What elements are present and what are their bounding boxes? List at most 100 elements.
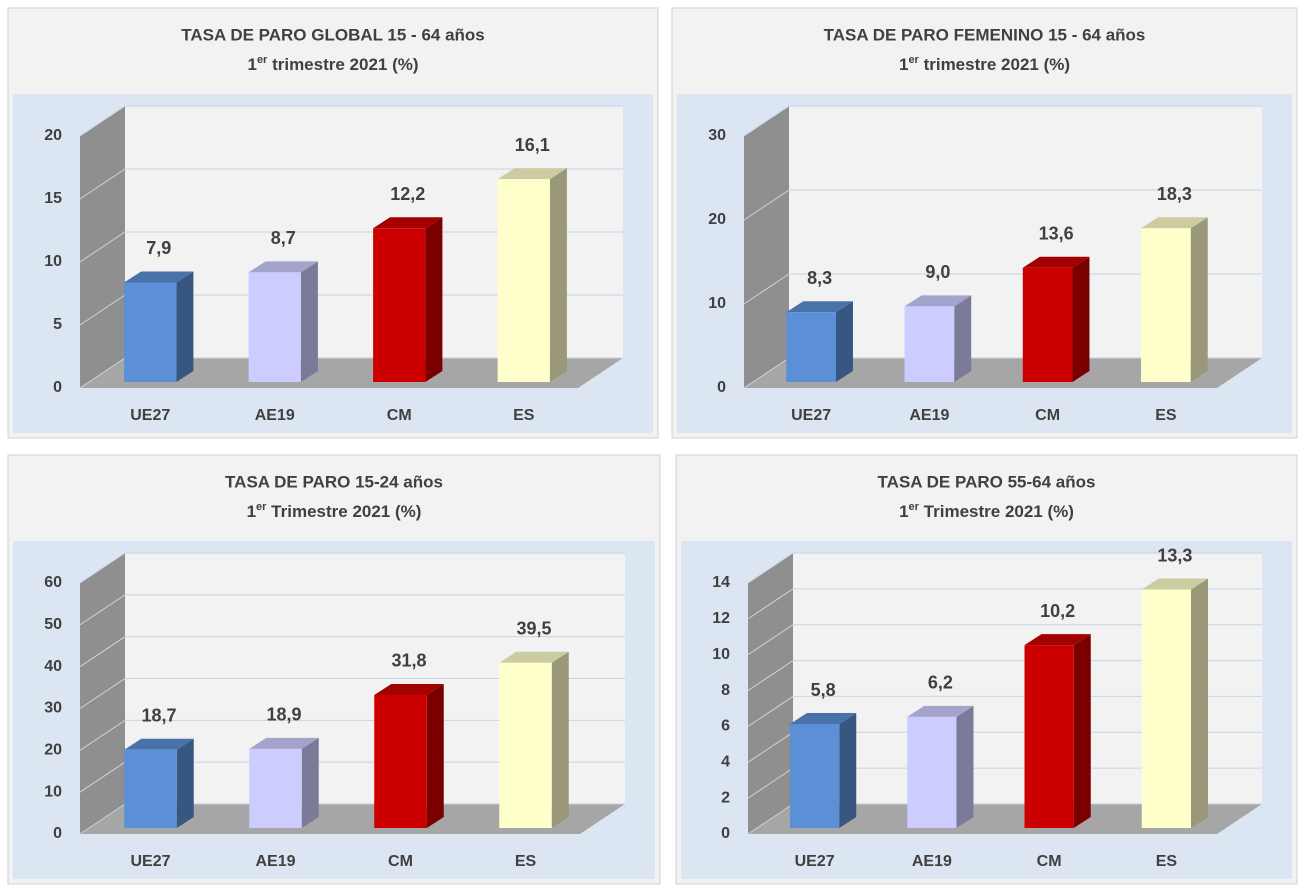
bar-top [124,271,194,283]
bar [790,724,840,828]
y-tick-label: 12 [712,610,730,627]
bar-top [374,683,444,695]
grid-line [743,273,1262,305]
bar-top [904,295,972,307]
grid-line [743,105,1262,137]
y-tick-label: 10 [708,295,726,312]
x-tick-label: AE19 [255,407,295,424]
value-label: 8,3 [807,268,832,288]
bar-side [839,713,857,828]
y-tick-label: 30 [708,127,726,144]
value-label: 18,3 [1157,184,1192,204]
bar-side [426,683,444,828]
value-label: 7,9 [146,238,171,258]
bar-side [1190,217,1208,382]
chart-title: TASA DE PARO 55-64 años [878,472,1096,491]
grid-line [79,719,625,751]
bar [907,716,957,828]
chart-subtitle: 1er Trimestre 2021 (%) [247,501,422,522]
grid-line [79,552,625,584]
y-tick-label: 5 [53,316,62,333]
chart-title: TASA DE PARO FEMENINO 15 - 64 años [824,25,1146,44]
x-tick-label: CM [387,407,412,424]
y-tick-label: 15 [44,190,62,207]
chart-panel: TASA DE PARO FEMENINO 15 - 64 años 1er tr… [671,7,1298,439]
y-tick-label: 20 [44,742,62,759]
bar [786,312,836,382]
bar-side [301,737,319,828]
y-tick-label: 10 [712,646,730,663]
y-tick-label: 4 [721,754,730,771]
chart-panel: TASA DE PARO 55-64 años 1er Trimestre 202… [675,454,1298,885]
x-tick-label: CM [1035,407,1060,424]
y-tick-label: 60 [44,574,62,591]
bar-top [1141,578,1208,590]
bar-top [124,738,194,750]
bar-side [1190,578,1208,828]
value-label: 31,8 [391,651,426,671]
subtitle-part: Trimestre 2021 (%) [266,502,421,521]
y-tick-label: 6 [721,718,730,735]
x-tick-label: ES [1156,853,1178,870]
bar-side [300,261,318,382]
y-tick-label: 10 [44,253,62,270]
bar-side [956,705,974,828]
x-tick-label: CM [1037,853,1062,870]
y-tick-label: 0 [53,825,62,842]
chart-title: TASA DE PARO GLOBAL 15 - 64 años [181,25,485,44]
bar [497,179,550,382]
chart-subtitle: 1er trimestre 2021 (%) [247,54,418,75]
value-label: 18,7 [141,706,176,726]
bar [248,272,301,382]
subtitle-part: er [909,501,920,513]
bar [904,306,955,382]
bar-top [499,651,569,663]
value-label: 8,7 [271,228,296,248]
bar-top [497,168,567,180]
subtitle-part: trimestre 2021 (%) [267,55,418,74]
value-label: 6,2 [928,673,953,693]
subtitle-part: 1 [899,502,908,521]
chart-subtitle: 1er trimestre 2021 (%) [899,54,1070,75]
subtitle-part: er [256,501,267,513]
bar [373,228,426,382]
bar-side [176,271,194,382]
y-tick-label: 0 [721,825,730,842]
value-label: 13,6 [1039,224,1074,244]
subtitle-part: 1 [247,502,256,521]
y-tick-label: 30 [44,700,62,717]
grid-line [79,594,625,626]
x-tick-label: UE27 [130,853,170,870]
bar [374,694,427,828]
x-tick-label: UE27 [791,407,831,424]
grid-line [79,105,623,137]
bar-side [1072,256,1090,382]
grid-line [79,168,623,200]
x-tick-label: AE19 [255,853,295,870]
bar-side [425,217,443,382]
grid-line [79,231,623,263]
bar-side [549,168,567,382]
y-tick-label: 2 [721,789,730,806]
bar [124,282,177,382]
bar-top [1024,634,1091,646]
bar-top [790,713,857,725]
bar-side [551,651,569,828]
y-tick-label: 40 [44,658,62,675]
grid-line [747,624,1262,656]
value-label: 39,5 [516,619,551,639]
x-tick-label: AE19 [909,407,949,424]
bar [1141,589,1191,828]
grid-line [743,189,1262,221]
y-tick-label: 20 [44,127,62,144]
subtitle-part: 1 [899,55,908,74]
x-tick-label: ES [1155,407,1177,424]
subtitle-part: trimestre 2021 (%) [919,55,1070,74]
x-tick-label: CM [388,853,413,870]
bar-top [786,301,853,313]
y-tick-label: 50 [44,616,62,633]
bar [1024,645,1074,828]
floor [744,358,1262,388]
bar-top [1141,217,1208,229]
